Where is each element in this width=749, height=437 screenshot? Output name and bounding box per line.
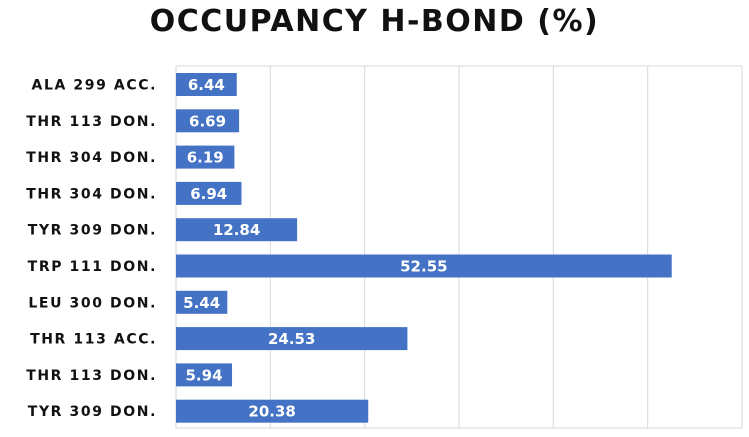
bar <box>176 218 298 242</box>
data-label: 5.94 <box>186 366 223 384</box>
bar <box>176 399 369 423</box>
category-label: THR 113 DON. <box>26 114 157 130</box>
bar <box>176 181 242 205</box>
category-label: THR 113 ACC. <box>30 332 157 348</box>
category-label: THR 304 DON. <box>26 150 157 166</box>
data-label: 5.44 <box>183 294 220 312</box>
data-label: 6.94 <box>190 185 227 203</box>
category-label: THR 113 DON. <box>26 368 157 384</box>
bars <box>176 73 672 423</box>
category-label: LEU 300 DON. <box>28 295 157 311</box>
bar <box>176 145 235 169</box>
category-labels: ALA 299 ACC. THR 113 DON. THR 304 DON. THR … <box>26 78 157 421</box>
bar <box>176 363 233 387</box>
category-label: ALA 299 ACC. <box>32 78 157 94</box>
data-label: 20.38 <box>248 403 295 421</box>
category-label: TRP 111 DON. <box>28 259 157 275</box>
data-label: 6.69 <box>189 112 226 130</box>
category-label: THR 304 DON. <box>26 186 157 202</box>
chart-title: OCCUPANCY H-BOND (%) <box>149 4 600 39</box>
category-label: TYR 309 DON. <box>28 223 157 239</box>
data-label: 6.19 <box>187 149 224 167</box>
bar <box>176 254 672 278</box>
bar <box>176 73 237 96</box>
data-label: 12.84 <box>213 221 260 239</box>
gridlines <box>175 65 743 429</box>
data-label: 6.44 <box>188 76 225 94</box>
bar <box>176 109 240 133</box>
data-label: 24.53 <box>268 330 315 348</box>
data-labels: 6.44 6.69 6.19 6.94 12.84 52.55 5.44 24.53 5.94 2… <box>183 76 447 421</box>
bar <box>176 290 228 314</box>
data-label: 52.55 <box>400 258 447 276</box>
category-label: TYR 309 DON. <box>28 404 157 420</box>
bar <box>176 327 408 351</box>
